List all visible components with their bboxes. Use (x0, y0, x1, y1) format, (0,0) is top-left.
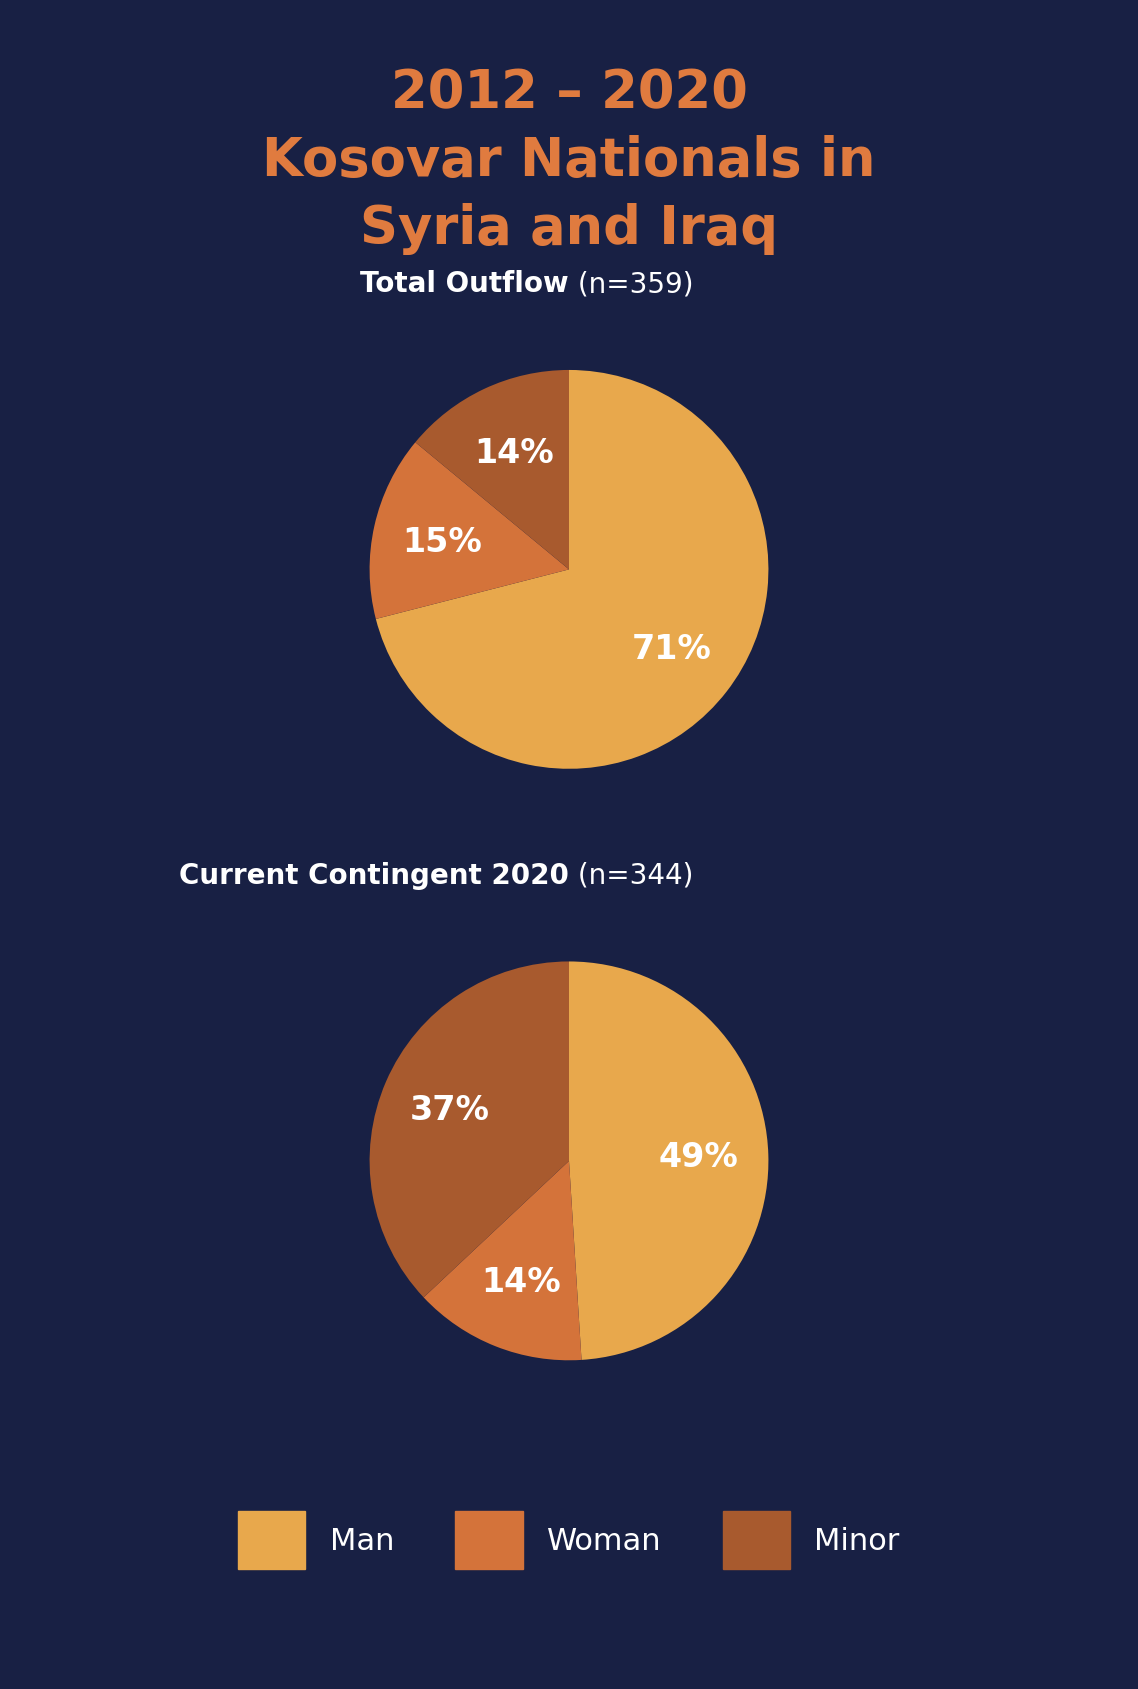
Text: 71%: 71% (632, 633, 711, 665)
Wedge shape (569, 963, 768, 1360)
Text: (n=344): (n=344) (569, 861, 693, 890)
Text: (n=359): (n=359) (569, 270, 693, 299)
Text: 2012 – 2020: 2012 – 2020 (390, 68, 748, 120)
Text: 49%: 49% (659, 1140, 739, 1174)
Legend: Man, Woman, Minor: Man, Woman, Minor (226, 1500, 912, 1581)
Text: 14%: 14% (481, 1265, 561, 1299)
Wedge shape (370, 963, 569, 1297)
Wedge shape (423, 1162, 582, 1360)
Text: Kosovar Nationals in: Kosovar Nationals in (262, 135, 876, 187)
Text: 15%: 15% (403, 525, 483, 559)
Wedge shape (370, 443, 569, 620)
Text: Current Contingent 2020: Current Contingent 2020 (179, 861, 569, 890)
Text: 37%: 37% (410, 1093, 490, 1127)
Text: Total Outflow: Total Outflow (361, 270, 569, 299)
Wedge shape (376, 370, 768, 768)
Text: 14%: 14% (475, 436, 553, 470)
Text: Syria and Iraq: Syria and Iraq (360, 203, 778, 255)
Wedge shape (415, 370, 569, 569)
